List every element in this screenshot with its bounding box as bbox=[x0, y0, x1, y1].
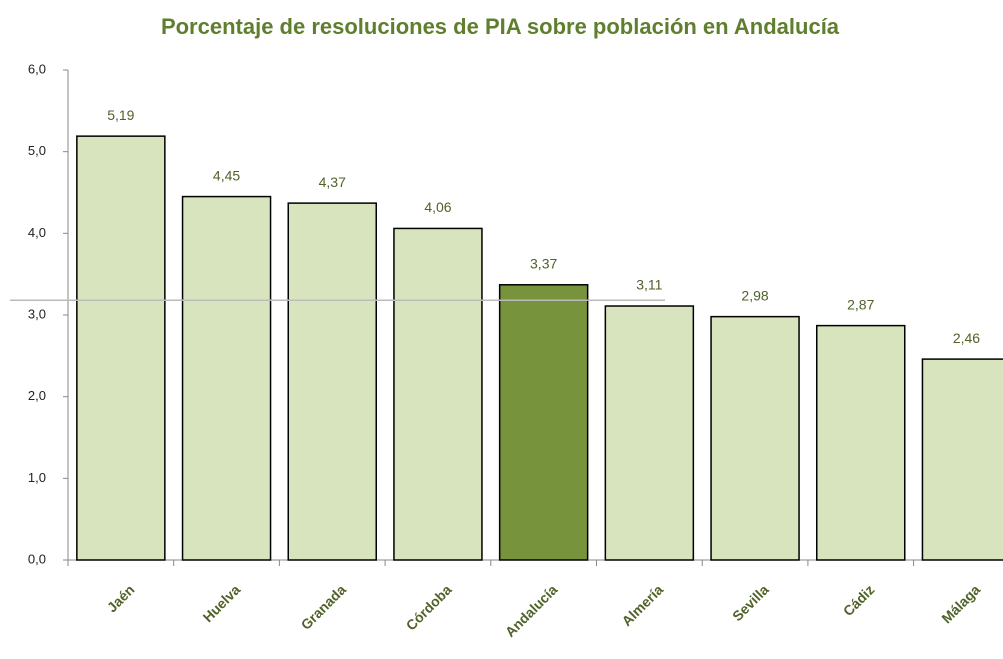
y-tick-label: 0,0 bbox=[28, 551, 46, 566]
value-label: 3,37 bbox=[530, 255, 557, 271]
bar bbox=[498, 284, 589, 561]
x-tick-label: Córdoba bbox=[403, 581, 455, 633]
bar bbox=[710, 315, 800, 561]
value-label: 2,98 bbox=[741, 287, 768, 303]
y-tick-label: 3,0 bbox=[28, 306, 46, 321]
x-tick-label: Cádiz bbox=[840, 581, 878, 619]
y-tick-label: 6,0 bbox=[28, 61, 46, 76]
x-tick-label: Andalucía bbox=[502, 581, 561, 640]
y-tick-label: 5,0 bbox=[28, 143, 46, 158]
value-label: 4,06 bbox=[424, 199, 451, 215]
value-label: 2,46 bbox=[953, 330, 980, 346]
x-tick-label: Granada bbox=[298, 581, 350, 633]
value-label: 4,45 bbox=[213, 167, 240, 183]
value-label: 3,11 bbox=[636, 277, 662, 293]
value-label: 2,87 bbox=[847, 296, 874, 312]
x-tick-label: Huelva bbox=[200, 581, 244, 625]
value-label: 5,19 bbox=[107, 107, 134, 123]
bar bbox=[76, 135, 166, 561]
x-tick-label: Málaga bbox=[938, 581, 983, 626]
chart-title: Porcentaje de resoluciones de PIA sobre … bbox=[161, 14, 840, 39]
bar bbox=[604, 305, 695, 561]
value-label: 4,37 bbox=[319, 174, 346, 190]
bar bbox=[393, 227, 483, 561]
bar bbox=[287, 202, 377, 561]
x-tick-label: Almería bbox=[618, 581, 666, 629]
y-tick-label: 4,0 bbox=[28, 225, 46, 240]
x-tick-label: Sevilla bbox=[729, 581, 772, 624]
bar bbox=[921, 358, 1003, 561]
x-tick-label: Jaén bbox=[104, 581, 138, 615]
y-tick-label: 2,0 bbox=[28, 388, 46, 403]
y-tick-label: 1,0 bbox=[28, 470, 46, 485]
bar bbox=[816, 324, 906, 561]
bar bbox=[181, 195, 272, 561]
